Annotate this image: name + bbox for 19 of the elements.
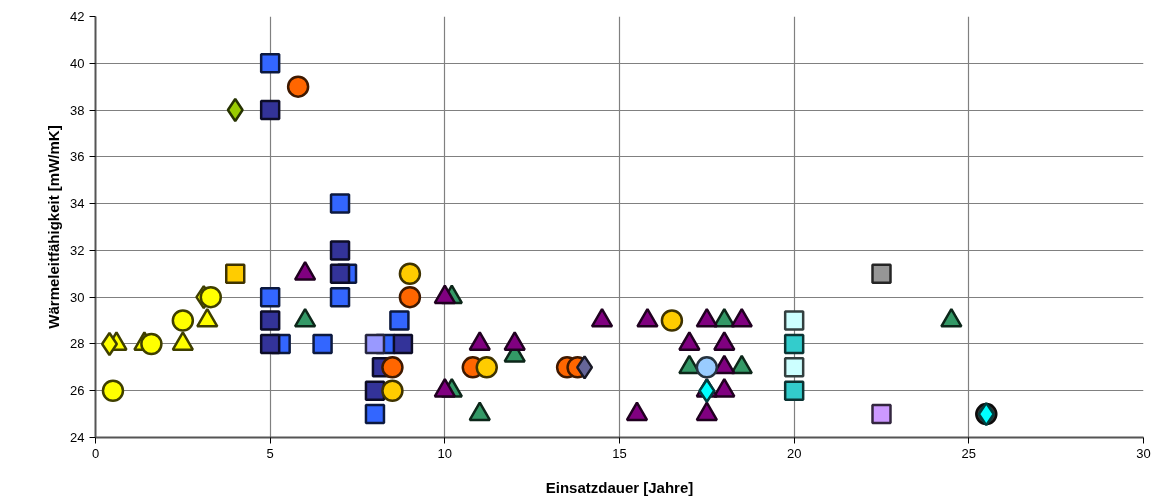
x-axis-title: Einsatzdauer [Jahre] bbox=[545, 478, 694, 496]
x-tick-label: 20 bbox=[786, 445, 802, 461]
x-tick-label: 10 bbox=[437, 445, 453, 461]
y-tick-label: 36 bbox=[70, 149, 85, 165]
x-tick-label: 0 bbox=[91, 445, 100, 461]
y-tick-label: 32 bbox=[70, 242, 85, 258]
x-tick-label: 15 bbox=[612, 445, 627, 461]
x-tick-label: 5 bbox=[266, 445, 274, 461]
y-tick-label: 24 bbox=[70, 430, 85, 445]
y-tick-label: 28 bbox=[70, 336, 85, 352]
y-tick-label: 40 bbox=[70, 55, 85, 71]
y-tick-label: 26 bbox=[70, 383, 85, 399]
y-axis-title: Wärmeleitfähigkeit [mW/mK] bbox=[45, 125, 63, 329]
x-tick-label: 30 bbox=[1136, 445, 1151, 461]
y-tick-label: 30 bbox=[70, 289, 85, 305]
y-tick-label: 42 bbox=[70, 9, 85, 24]
x-tick-label: 25 bbox=[961, 445, 977, 461]
y-tick-label: 38 bbox=[70, 102, 85, 118]
y-tick-label: 34 bbox=[70, 196, 85, 212]
